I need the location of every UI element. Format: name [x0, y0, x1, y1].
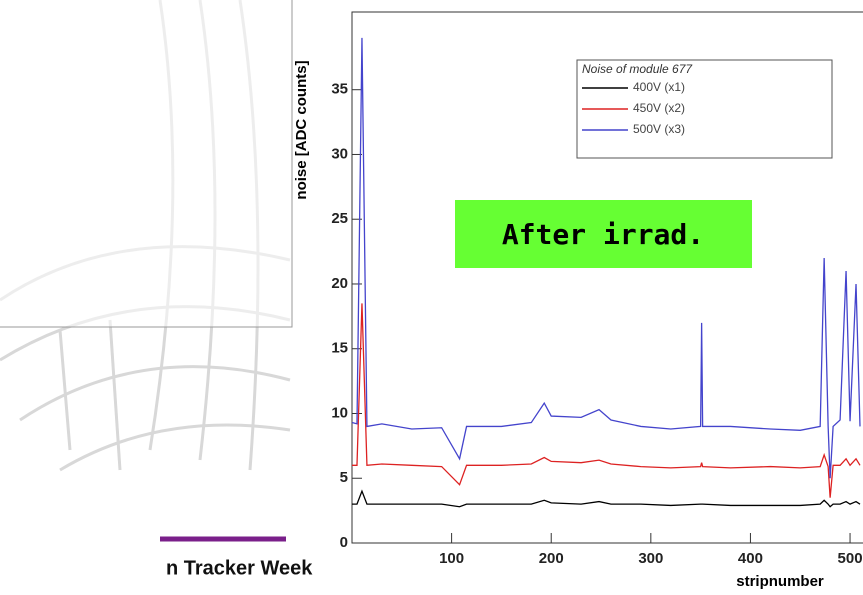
plot: 0 5 10 15 20 25 30 35 100 200 300 400 500 [331, 37, 863, 567]
panel-box [0, 0, 293, 328]
legend-label: 400V (x1) [633, 80, 685, 94]
annotation-box [455, 200, 752, 268]
series-line [352, 489, 861, 508]
y-axis-label: noise [ADC counts] [293, 60, 310, 199]
legend-label: 500V (x3) [633, 122, 685, 136]
legend-label: 450V (x2) [633, 101, 685, 115]
x-tick-label: 200 [539, 550, 564, 567]
legend-title: Noise of module 677 [582, 62, 693, 76]
annotation: After irrad. [502, 218, 704, 251]
x-tick-label: 300 [638, 550, 663, 567]
y-tick-label: 25 [331, 210, 348, 227]
x-tick-label: 500 [838, 550, 863, 567]
y-tick-label: 0 [340, 534, 348, 551]
y-tick-label: 15 [331, 340, 348, 357]
series-line [351, 37, 861, 479]
footer-text: n Tracker Week [166, 557, 313, 579]
series-line [352, 303, 861, 498]
y-tick-label: 10 [331, 404, 348, 421]
y-tick-label: 5 [340, 469, 348, 486]
y-tick-label: 20 [331, 275, 348, 292]
y-tick-label: 35 [331, 81, 348, 98]
x-tick-label: 400 [738, 550, 763, 567]
x-axis-label: stripnumber [736, 573, 824, 590]
legend-entries: 400V (x1) 450V (x2) 500V (x3) [582, 80, 685, 136]
x-tick-label: 100 [439, 550, 464, 567]
y-tick-label: 30 [331, 145, 348, 162]
